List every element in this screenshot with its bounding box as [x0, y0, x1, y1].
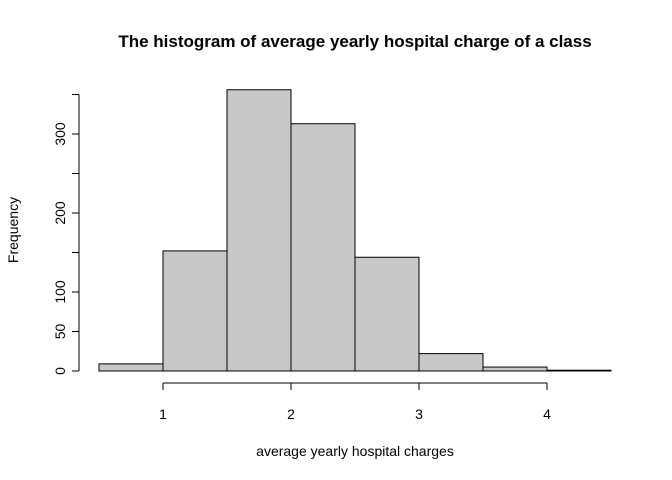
y-tick-label: 200 [52, 201, 68, 225]
x-axis: 1 2 3 4 [159, 382, 551, 422]
y-tick-label: 300 [52, 122, 68, 146]
x-axis-label: average yearly hospital charges [256, 443, 454, 459]
y-axis: 0 50 100 200 300 [52, 94, 80, 375]
bars-group [98, 89, 612, 372]
x-tick-label: 3 [415, 406, 423, 422]
histogram-bar-4 [290, 123, 356, 372]
y-tick-label: 50 [52, 324, 68, 340]
histogram-bar-1 [98, 363, 164, 372]
histogram-bar-8 [546, 369, 612, 372]
y-tick-label: 100 [52, 280, 68, 304]
y-axis-label: Frequency [5, 197, 21, 263]
histogram-bar-6 [418, 353, 484, 372]
histogram-bar-3 [226, 89, 292, 372]
chart-title: The histogram of average yearly hospital… [118, 32, 591, 51]
y-tick-label: 0 [52, 367, 68, 375]
x-tick-label: 2 [287, 406, 295, 422]
x-tick-label: 4 [543, 406, 551, 422]
x-tick-label: 1 [159, 406, 167, 422]
histogram-bar-2 [162, 250, 228, 372]
histogram-bar-5 [354, 256, 420, 372]
histogram-bar-7 [482, 366, 548, 372]
